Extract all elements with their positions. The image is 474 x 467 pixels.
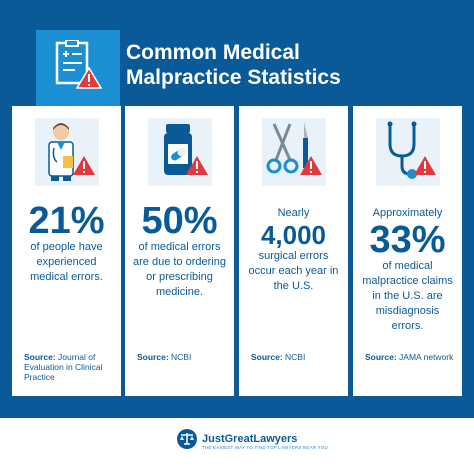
stat-prefix: Nearly	[277, 207, 310, 219]
stat-value: 4,000	[260, 220, 327, 250]
source-label: Source:	[365, 352, 397, 362]
source-citation: Source: Journal of Evaluation in Clinica…	[24, 352, 113, 382]
stat-description: of medical errors are due to ordering or…	[133, 241, 226, 298]
source-citation: Source: NCBI	[251, 352, 340, 362]
page-title: Common Medical Malpractice Statistics	[126, 40, 446, 90]
brand-name: JustGreatLawyers	[202, 432, 298, 445]
source-text: NCBI	[285, 352, 306, 362]
footer-bar	[0, 418, 474, 467]
source-text: JAMA network	[399, 352, 454, 362]
source-text: NCBI	[171, 352, 192, 362]
stat-card-3: Nearly 4,000 surgical errors occur each …	[239, 106, 348, 396]
stat-value: 21%	[28, 200, 105, 242]
stat-card-4: Approximately 33% of medical malpractice…	[353, 106, 462, 396]
header-icon-box	[36, 30, 120, 106]
card-icon-box	[148, 118, 212, 186]
doctor-warning-icon	[37, 118, 97, 187]
stat-block: 21% of people have experienced medical e…	[18, 202, 115, 285]
stethoscope-warning-icon	[378, 118, 438, 187]
pill-bottle-warning-icon	[150, 118, 210, 187]
source-label: Source:	[137, 352, 169, 362]
stat-block: Approximately 33% of medical malpractice…	[359, 206, 456, 334]
brand-logo[interactable]: JustGreatLawyers THE EASIEST WAY TO FIND…	[176, 428, 328, 455]
brand-tagline: THE EASIEST WAY TO FIND TOP LAWYERS NEAR…	[202, 444, 328, 450]
source-label: Source:	[251, 352, 283, 362]
stat-prefix: Approximately	[372, 207, 443, 219]
card-icon-box	[376, 118, 440, 186]
source-citation: Source: NCBI	[137, 352, 226, 362]
card-icon-box	[262, 118, 326, 186]
scissors-scalpel-warning-icon	[264, 118, 324, 187]
source-text: Journal of Evaluation in Clinical Practi…	[24, 352, 103, 382]
scales-of-justice-icon	[176, 428, 198, 455]
card-icon-box	[35, 118, 99, 186]
stat-value: 50%	[141, 200, 218, 242]
stat-block: 50% of medical errors are due to orderin…	[131, 202, 228, 300]
stat-description: of people have experienced medical error…	[30, 241, 103, 283]
source-citation: Source: JAMA network	[365, 352, 454, 362]
title-line-2: Malpractice Statistics	[126, 66, 341, 89]
logo-text: JustGreatLawyers THE EASIEST WAY TO FIND…	[202, 433, 328, 451]
medical-report-warning-icon	[53, 38, 103, 97]
stat-block: Nearly 4,000 surgical errors occur each …	[245, 206, 342, 294]
stat-description: surgical errors occur each year in the U…	[248, 250, 339, 292]
title-line-1: Common Medical	[126, 41, 300, 64]
stat-card-2: 50% of medical errors are due to orderin…	[125, 106, 234, 396]
stat-description: of medical malpractice claims in the U.S…	[362, 260, 453, 332]
stat-card-1: 21% of people have experienced medical e…	[12, 106, 121, 396]
source-label: Source:	[24, 352, 56, 362]
stat-value: 33%	[369, 219, 446, 261]
